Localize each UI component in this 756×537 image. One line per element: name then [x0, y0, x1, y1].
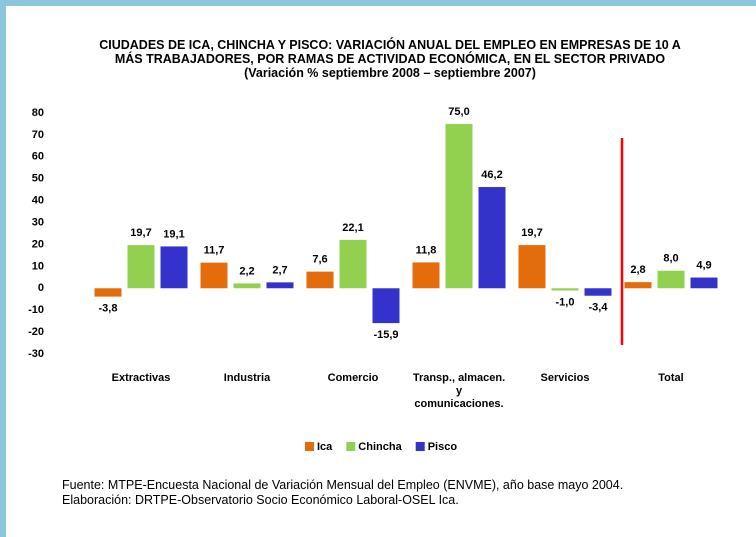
bar	[624, 282, 652, 289]
bar	[127, 245, 155, 289]
bar	[160, 246, 188, 289]
y-tick-label: 80	[32, 107, 44, 119]
y-tick-label: 70	[32, 129, 44, 141]
x-tick-label: Transp., almacen. y comunicaciones.	[413, 372, 505, 410]
chart-title: CIUDADES DE ICA, CHINCHA Y PISCO: VARIAC…	[99, 38, 681, 80]
value-label: 2,7	[272, 264, 287, 276]
x-tick-label: Total	[658, 372, 683, 384]
bar	[266, 282, 294, 289]
bar	[478, 187, 506, 289]
value-label: -15,9	[373, 329, 398, 341]
y-tick-label: 10	[32, 260, 44, 272]
y-tick-label: 40	[32, 195, 44, 207]
y-tick-label: -30	[28, 348, 44, 360]
legend-swatch	[346, 442, 356, 451]
value-label: 75,0	[448, 106, 469, 118]
bar	[690, 277, 718, 289]
source: Fuente: MTPE-Encuesta Nacional de Variac…	[62, 478, 624, 507]
bar	[372, 288, 400, 324]
bar	[445, 123, 473, 289]
value-label: 22,1	[342, 222, 363, 234]
value-label: 19,7	[130, 227, 151, 239]
bar	[551, 288, 579, 291]
value-label: 2,8	[630, 264, 645, 276]
value-label: 4,9	[696, 259, 711, 271]
y-tick-label: 60	[32, 151, 44, 163]
bar	[200, 262, 228, 289]
value-label: 46,2	[481, 169, 502, 181]
bar	[518, 245, 546, 289]
bar	[584, 288, 612, 296]
y-tick-label: 50	[32, 173, 44, 185]
legend-swatch	[415, 442, 425, 451]
legend-swatch	[305, 442, 314, 451]
value-label: 8,0	[663, 253, 678, 265]
value-label: -3,8	[99, 303, 118, 315]
bar	[94, 288, 122, 297]
y-tick-label: 30	[32, 216, 44, 228]
bar	[412, 262, 440, 289]
value-label: 7,6	[312, 254, 327, 266]
y-tick-label: -10	[28, 304, 44, 316]
x-tick-label: Extractivas	[112, 372, 171, 384]
x-tick-label: Industria	[224, 372, 271, 384]
value-label: 19,7	[521, 227, 542, 239]
value-label: 11,7	[204, 245, 225, 257]
bar	[306, 271, 334, 289]
value-label: 11,8	[416, 244, 437, 256]
bar	[233, 283, 261, 289]
value-label: -3,4	[589, 302, 609, 314]
value-label: 19,1	[163, 228, 184, 240]
legend-label: Chincha	[358, 441, 402, 453]
legend-label: Ica	[317, 441, 333, 453]
x-tick-label: Servicios	[541, 372, 590, 384]
value-label: 2,2	[239, 265, 254, 277]
y-tick-label: 20	[32, 238, 44, 250]
value-label: -1,0	[556, 296, 575, 308]
y-tick-label: -20	[28, 326, 44, 338]
y-tick-label: 0	[38, 282, 44, 294]
bar	[657, 270, 685, 289]
bar	[339, 239, 367, 289]
x-tick-label: Comercio	[328, 372, 379, 384]
legend-label: Pisco	[428, 441, 458, 453]
